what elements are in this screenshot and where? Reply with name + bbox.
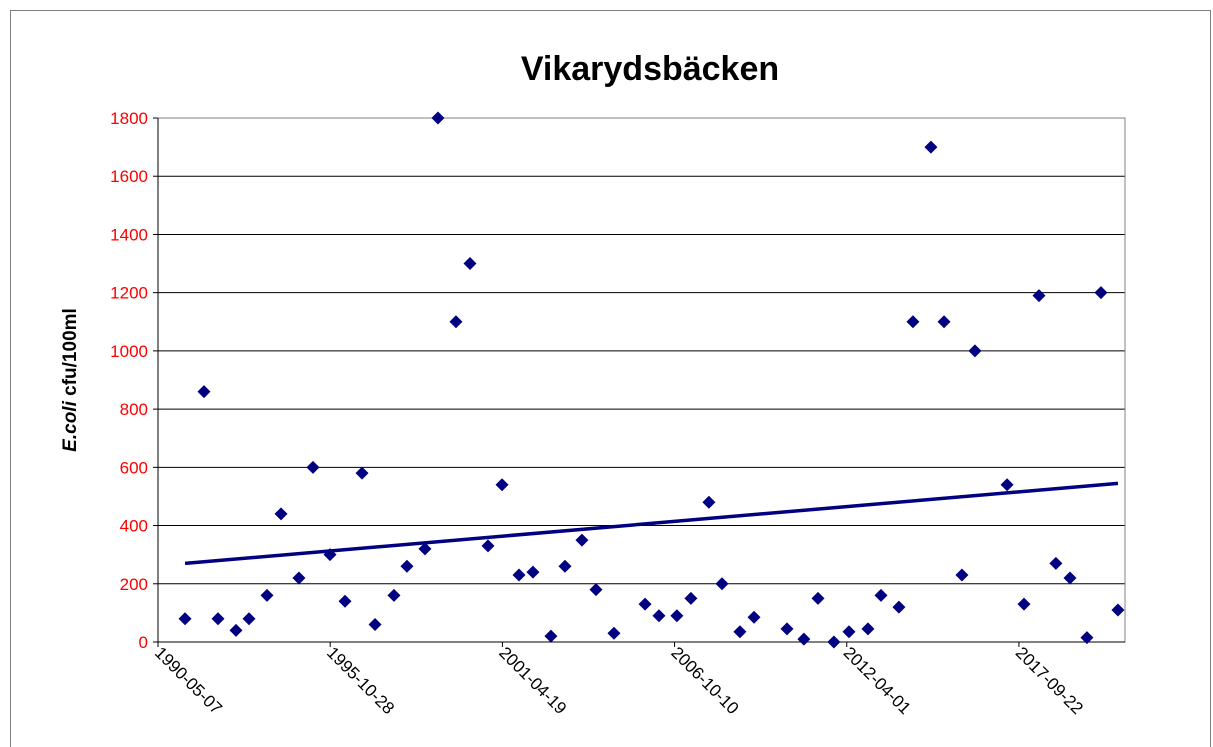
data-point (733, 625, 747, 639)
data-point (607, 626, 621, 640)
data-point (670, 609, 684, 623)
data-point (387, 588, 401, 602)
data-point (575, 533, 589, 547)
data-point (861, 622, 875, 636)
data-point (526, 565, 540, 579)
data-point (1080, 631, 1094, 645)
data-point (512, 568, 526, 582)
data-point (400, 559, 414, 573)
data-point (1094, 286, 1108, 300)
data-point (968, 344, 982, 358)
data-point (1063, 571, 1077, 585)
data-point (874, 588, 888, 602)
data-point (1032, 289, 1046, 303)
data-point (274, 507, 288, 521)
data-point (558, 559, 572, 573)
data-point (797, 632, 811, 646)
data-point (1000, 478, 1014, 492)
data-point (355, 466, 369, 480)
data-point (338, 594, 352, 608)
data-point (589, 583, 603, 597)
y-tick-label: 800 (120, 400, 148, 419)
trendline (184, 481, 1119, 566)
data-point (178, 612, 192, 626)
y-tick-label: 1600 (110, 167, 148, 186)
data-point (652, 609, 666, 623)
y-tick-label: 200 (120, 575, 148, 594)
data-point (747, 610, 761, 624)
data-point (495, 478, 509, 492)
data-point (260, 588, 274, 602)
data-point (544, 629, 558, 643)
data-point (1049, 556, 1063, 570)
data-point (906, 315, 920, 329)
data-point (892, 600, 906, 614)
data-point (702, 495, 716, 509)
data-point (811, 591, 825, 605)
data-point (827, 635, 841, 649)
data-point (418, 542, 432, 556)
data-point (306, 460, 320, 474)
data-point (449, 315, 463, 329)
data-point (463, 257, 477, 271)
y-tick-label: 1000 (110, 342, 148, 361)
data-point (211, 612, 225, 626)
data-point (684, 591, 698, 605)
y-axis-label: E.coli cfu/100ml (60, 308, 81, 452)
data-point (481, 539, 495, 553)
chart-frame (10, 10, 1211, 747)
data-point (1111, 603, 1125, 617)
data-point (638, 597, 652, 611)
data-point (368, 618, 382, 632)
data-point (1017, 597, 1031, 611)
y-tick-label: 0 (139, 633, 148, 652)
data-point (242, 612, 256, 626)
y-tick-label: 400 (120, 517, 148, 536)
y-tick-label: 1400 (110, 225, 148, 244)
data-point (292, 571, 306, 585)
y-axis-label-italic: E.coli (60, 400, 81, 451)
chart-title: Vikarydsbäcken (521, 50, 779, 88)
data-point (780, 622, 794, 636)
y-tick-label: 1200 (110, 284, 148, 303)
y-axis-label-rest: cfu/100ml (60, 308, 81, 396)
data-point (197, 385, 211, 399)
data-point (924, 140, 938, 154)
data-point (431, 111, 445, 125)
data-point (715, 577, 729, 591)
data-point (842, 625, 856, 639)
data-point (937, 315, 951, 329)
y-tick-label: 600 (120, 458, 148, 477)
y-tick-label: 1800 (110, 109, 148, 128)
data-point (229, 623, 243, 637)
data-point (955, 568, 969, 582)
